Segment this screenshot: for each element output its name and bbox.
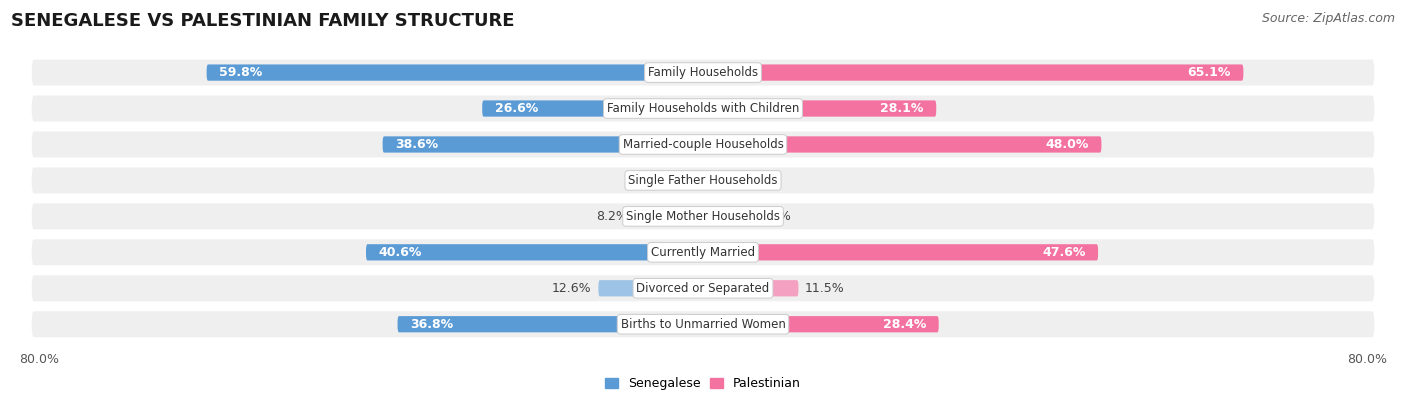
- Text: 36.8%: 36.8%: [411, 318, 453, 331]
- FancyBboxPatch shape: [207, 64, 703, 81]
- FancyBboxPatch shape: [683, 172, 703, 188]
- Text: Births to Unmarried Women: Births to Unmarried Women: [620, 318, 786, 331]
- Text: 26.6%: 26.6%: [495, 102, 538, 115]
- FancyBboxPatch shape: [636, 208, 703, 224]
- FancyBboxPatch shape: [31, 274, 1375, 302]
- Text: Currently Married: Currently Married: [651, 246, 755, 259]
- FancyBboxPatch shape: [482, 100, 703, 117]
- Text: 12.6%: 12.6%: [553, 282, 592, 295]
- Text: Divorced or Separated: Divorced or Separated: [637, 282, 769, 295]
- Text: 11.5%: 11.5%: [806, 282, 845, 295]
- FancyBboxPatch shape: [703, 244, 1098, 260]
- FancyBboxPatch shape: [31, 58, 1375, 87]
- FancyBboxPatch shape: [703, 316, 939, 332]
- Text: Source: ZipAtlas.com: Source: ZipAtlas.com: [1261, 12, 1395, 25]
- FancyBboxPatch shape: [366, 244, 703, 260]
- Text: 65.1%: 65.1%: [1188, 66, 1230, 79]
- FancyBboxPatch shape: [599, 280, 703, 296]
- Text: SENEGALESE VS PALESTINIAN FAMILY STRUCTURE: SENEGALESE VS PALESTINIAN FAMILY STRUCTU…: [11, 12, 515, 30]
- Text: 47.6%: 47.6%: [1042, 246, 1085, 259]
- Text: Single Mother Households: Single Mother Households: [626, 210, 780, 223]
- Text: Single Father Households: Single Father Households: [628, 174, 778, 187]
- Text: Married-couple Households: Married-couple Households: [623, 138, 783, 151]
- Text: 59.8%: 59.8%: [219, 66, 263, 79]
- FancyBboxPatch shape: [703, 100, 936, 117]
- FancyBboxPatch shape: [703, 208, 752, 224]
- Text: 28.1%: 28.1%: [880, 102, 924, 115]
- Text: Family Households: Family Households: [648, 66, 758, 79]
- FancyBboxPatch shape: [703, 64, 1243, 81]
- Text: Family Households with Children: Family Households with Children: [607, 102, 799, 115]
- FancyBboxPatch shape: [382, 136, 703, 152]
- FancyBboxPatch shape: [703, 172, 721, 188]
- FancyBboxPatch shape: [703, 136, 1101, 152]
- Text: 2.2%: 2.2%: [728, 174, 759, 187]
- Text: 28.4%: 28.4%: [883, 318, 927, 331]
- Legend: Senegalese, Palestinian: Senegalese, Palestinian: [600, 372, 806, 395]
- FancyBboxPatch shape: [31, 94, 1375, 122]
- FancyBboxPatch shape: [31, 130, 1375, 158]
- FancyBboxPatch shape: [31, 238, 1375, 266]
- Text: 5.9%: 5.9%: [759, 210, 790, 223]
- FancyBboxPatch shape: [31, 202, 1375, 230]
- Text: 40.6%: 40.6%: [378, 246, 422, 259]
- Text: 48.0%: 48.0%: [1046, 138, 1090, 151]
- Text: 38.6%: 38.6%: [395, 138, 439, 151]
- FancyBboxPatch shape: [703, 280, 799, 296]
- Text: 2.3%: 2.3%: [645, 174, 678, 187]
- FancyBboxPatch shape: [31, 310, 1375, 338]
- FancyBboxPatch shape: [31, 166, 1375, 194]
- Text: 8.2%: 8.2%: [596, 210, 628, 223]
- FancyBboxPatch shape: [398, 316, 703, 332]
